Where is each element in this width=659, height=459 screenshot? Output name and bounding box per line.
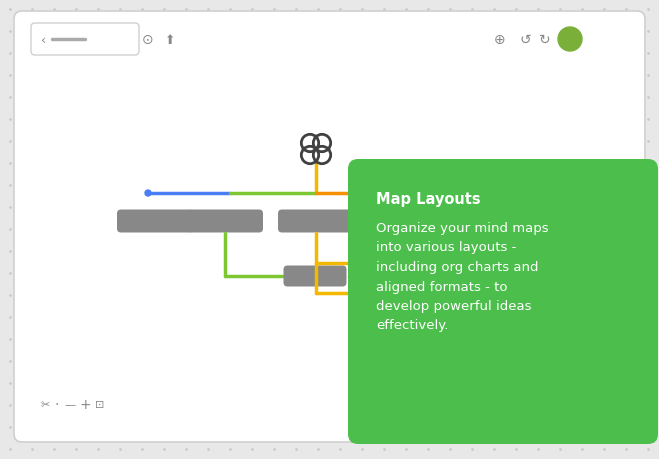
Text: ↺: ↺: [519, 33, 530, 47]
Text: ·: ·: [55, 397, 59, 411]
FancyBboxPatch shape: [371, 253, 439, 274]
FancyBboxPatch shape: [371, 283, 439, 304]
Text: +: +: [79, 397, 91, 411]
Text: —: —: [65, 399, 76, 409]
Text: ↻: ↻: [539, 33, 551, 47]
FancyBboxPatch shape: [438, 210, 514, 233]
Circle shape: [487, 190, 493, 196]
FancyBboxPatch shape: [278, 210, 354, 233]
FancyBboxPatch shape: [117, 210, 193, 233]
Circle shape: [145, 190, 151, 196]
Circle shape: [426, 218, 434, 225]
Text: ⬆: ⬆: [165, 34, 175, 46]
Text: ⊙: ⊙: [142, 33, 154, 47]
Text: ⊘ ı: ⊘ ı: [347, 274, 357, 280]
FancyBboxPatch shape: [283, 266, 347, 287]
FancyBboxPatch shape: [348, 160, 658, 444]
FancyBboxPatch shape: [14, 12, 645, 442]
FancyBboxPatch shape: [187, 210, 263, 233]
Text: Map Layouts: Map Layouts: [376, 191, 480, 207]
FancyBboxPatch shape: [362, 210, 438, 233]
Circle shape: [420, 212, 440, 231]
Circle shape: [558, 28, 582, 52]
FancyBboxPatch shape: [31, 24, 139, 56]
Text: ⊕: ⊕: [494, 33, 506, 47]
Text: ✂: ✂: [40, 399, 49, 409]
Text: Organize your mind maps
into various layouts -
including org charts and
aligned : Organize your mind maps into various lay…: [376, 222, 549, 332]
Text: ⊡: ⊡: [96, 399, 105, 409]
Text: ‹: ‹: [40, 34, 45, 46]
